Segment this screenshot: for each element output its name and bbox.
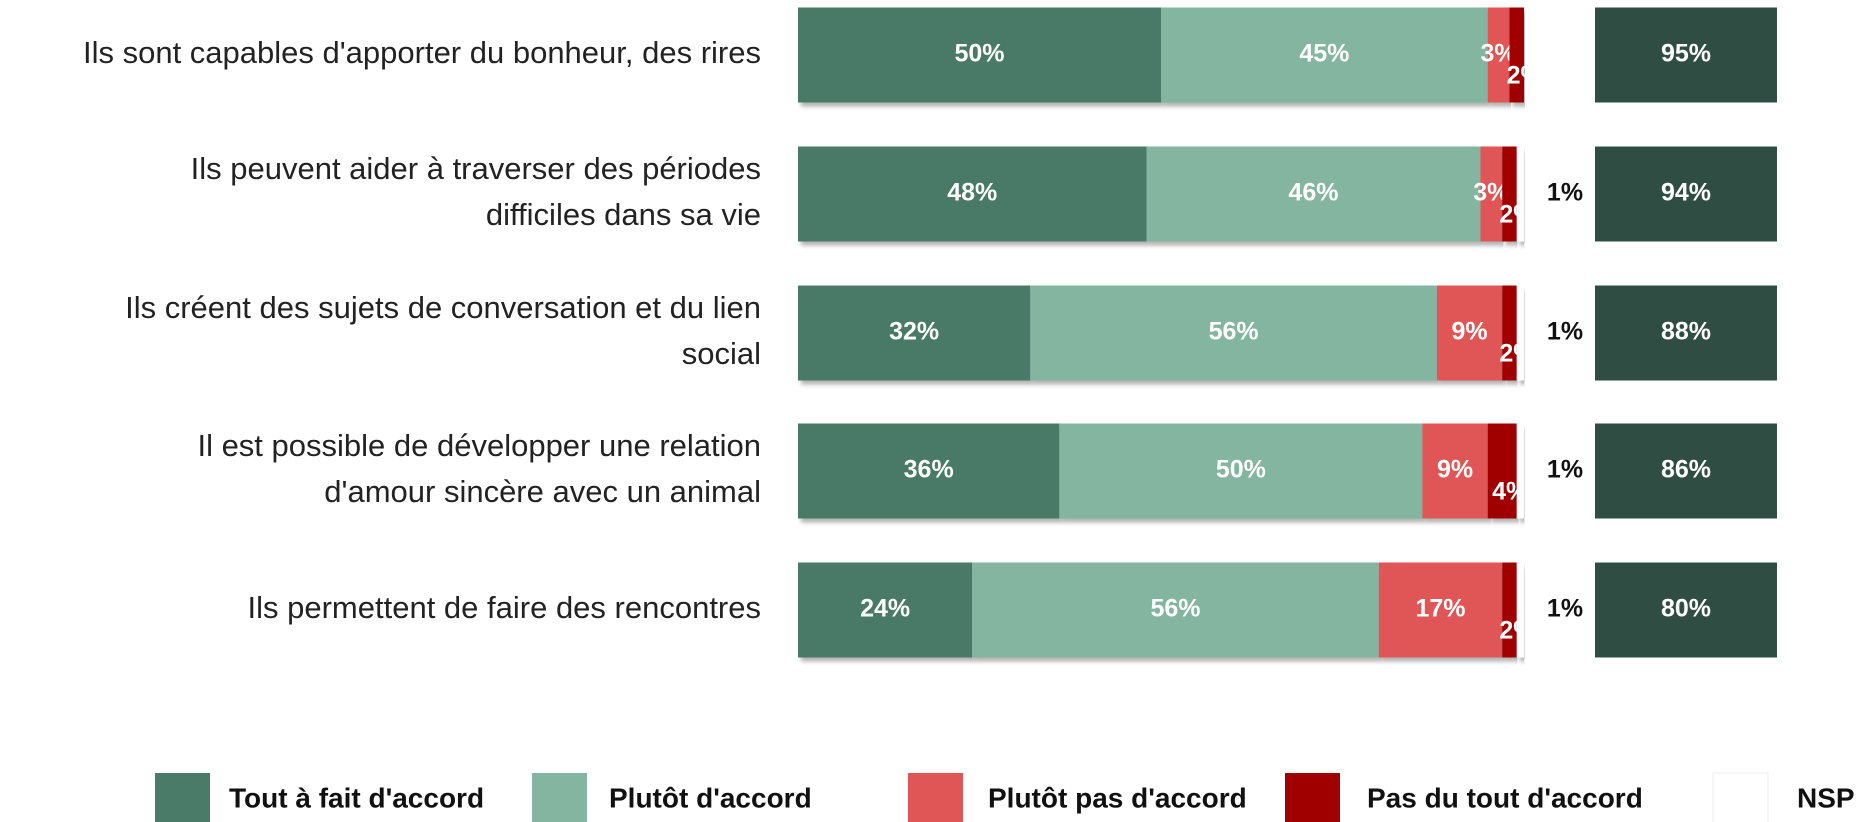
bar-segment: [1487, 423, 1517, 519]
value-label: 46%: [1288, 179, 1338, 207]
value-label: 50%: [1216, 456, 1266, 484]
value-label: 48%: [947, 179, 997, 207]
category-label: Ils peuvent aider à traverser des périod…: [191, 151, 761, 232]
legend-swatch: [532, 773, 587, 822]
bar-segment: [1487, 7, 1510, 103]
value-label: 2%: [1507, 62, 1543, 90]
bar-segment: [1509, 7, 1524, 103]
value-label: 9%: [1437, 456, 1473, 484]
total-label: 86%: [1661, 456, 1711, 484]
bar-segment: [1502, 285, 1517, 381]
bar-segment: [1436, 285, 1503, 381]
bar-segment: [1516, 285, 1524, 381]
legend-label: Plutôt d'accord: [609, 782, 812, 813]
category-label: Ils sont capables d'apporter du bonheur,…: [83, 35, 761, 70]
bar-segment: [1146, 146, 1481, 242]
legend-label: Tout à fait d'accord: [229, 782, 484, 813]
total-box: [1595, 285, 1777, 381]
bar-segment: [1030, 285, 1437, 381]
category-label: Il est possible de développer une relati…: [197, 428, 761, 509]
nsp-label: 1%: [1547, 179, 1583, 207]
bar-segment: [1422, 423, 1488, 519]
value-label: 17%: [1415, 595, 1465, 623]
legend-swatch: [1285, 773, 1340, 822]
bar-segment: [798, 7, 1161, 103]
nsp-label: 1%: [1547, 318, 1583, 346]
value-label: 24%: [860, 595, 910, 623]
legend-label: NSP: [1797, 782, 1855, 813]
nsp-label: 1%: [1547, 456, 1583, 484]
bar-segment: [1161, 7, 1488, 103]
category-label: Ils permettent de faire des rencontres: [248, 590, 761, 625]
total-box: [1595, 7, 1777, 103]
total-box: [1595, 562, 1777, 658]
value-label: 32%: [889, 318, 939, 346]
value-label: 45%: [1299, 40, 1349, 68]
value-label: 56%: [1150, 595, 1200, 623]
category-label: Ils créent des sujets de conversation et…: [125, 290, 761, 371]
total-label: 88%: [1661, 318, 1711, 346]
total-box: [1595, 423, 1777, 519]
legend-label: Pas du tout d'accord: [1367, 782, 1643, 813]
legend-swatch: [1712, 772, 1769, 822]
bar-segment: [798, 562, 973, 658]
bar-segment: [972, 562, 1379, 658]
bar-segment: [798, 285, 1031, 381]
nsp-label: 1%: [1547, 595, 1583, 623]
value-label: 36%: [904, 456, 954, 484]
bar-segment: [1516, 423, 1524, 519]
legend-label: Plutôt pas d'accord: [988, 782, 1247, 813]
bar-segment: [798, 146, 1147, 242]
bar-segment: [1516, 146, 1524, 242]
bar-segment: [1516, 562, 1524, 658]
bar-segment: [1059, 423, 1423, 519]
bar-segment: [798, 423, 1060, 519]
value-label: 50%: [954, 40, 1004, 68]
bar-segment: [1480, 146, 1503, 242]
legend-swatch: [155, 773, 210, 822]
bar-segment: [1378, 562, 1503, 658]
bar-segment: [1502, 562, 1517, 658]
total-label: 94%: [1661, 179, 1711, 207]
total-box: [1595, 146, 1777, 242]
value-label: 56%: [1209, 318, 1259, 346]
total-label: 80%: [1661, 595, 1711, 623]
legend-swatch: [908, 773, 963, 822]
value-label: 9%: [1451, 318, 1487, 346]
total-label: 95%: [1661, 40, 1711, 68]
bar-segment: [1502, 146, 1517, 242]
